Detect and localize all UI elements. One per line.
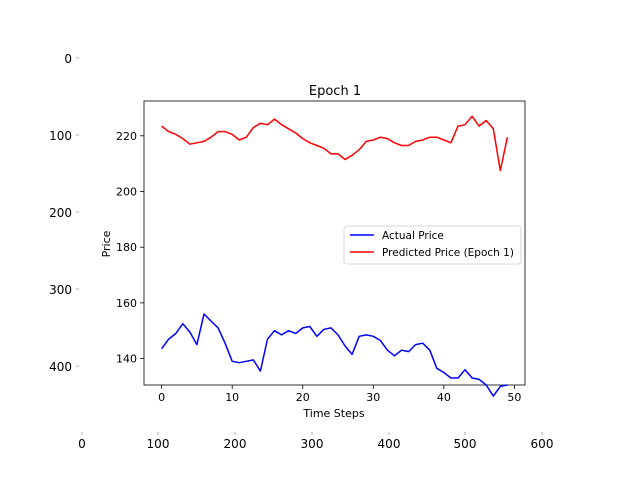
x-tick-label: 40 <box>437 391 451 404</box>
outer-y-tick-label: 300 <box>49 283 72 297</box>
outer-x-tick-label: 200 <box>224 437 247 451</box>
outer-x-tick-label: 400 <box>378 437 401 451</box>
outer-y-tick-label: 400 <box>49 360 72 374</box>
outer-x-axis: 0 100 200 300 400 500 600 <box>78 432 553 451</box>
y-axis: 140 160 180 200 220 <box>116 130 144 366</box>
y-tick-label: 200 <box>116 185 137 198</box>
outer-y-tick-label: 100 <box>49 129 72 143</box>
y-tick-label: 180 <box>116 241 137 254</box>
legend-label-actual: Actual Price <box>382 230 444 242</box>
legend-label-predicted: Predicted Price (Epoch 1) <box>382 247 514 259</box>
y-axis-label: Price <box>100 230 113 257</box>
x-tick-label: 50 <box>507 391 521 404</box>
x-axis: 0 10 20 30 40 50 <box>158 385 521 404</box>
outer-y-axis: 0 100 200 300 400 <box>49 52 79 374</box>
y-tick-label: 220 <box>116 130 137 143</box>
outer-y-tick-label: 0 <box>64 52 72 66</box>
outer-x-tick-label: 100 <box>147 437 170 451</box>
outer-x-tick-label: 600 <box>531 437 554 451</box>
outer-x-tick-label: 0 <box>78 437 86 451</box>
predicted-price-line <box>161 115 509 172</box>
legend-box <box>343 225 522 265</box>
x-tick-label: 10 <box>225 391 239 404</box>
legend: Actual Price Predicted Price (Epoch 1) <box>343 225 522 265</box>
x-axis-label: Time Steps <box>302 407 364 420</box>
actual-price-line <box>160 313 508 397</box>
y-tick-label: 160 <box>116 297 137 310</box>
series-lines <box>160 115 509 397</box>
outer-y-tick-label: 200 <box>49 206 72 220</box>
chart-title: Epoch 1 <box>309 84 361 99</box>
x-tick-label: 0 <box>158 391 165 404</box>
x-tick-label: 30 <box>366 391 380 404</box>
outer-x-tick-label: 300 <box>301 437 324 451</box>
x-tick-label: 20 <box>296 391 310 404</box>
outer-x-tick-label: 500 <box>454 437 477 451</box>
y-tick-label: 140 <box>116 353 137 366</box>
